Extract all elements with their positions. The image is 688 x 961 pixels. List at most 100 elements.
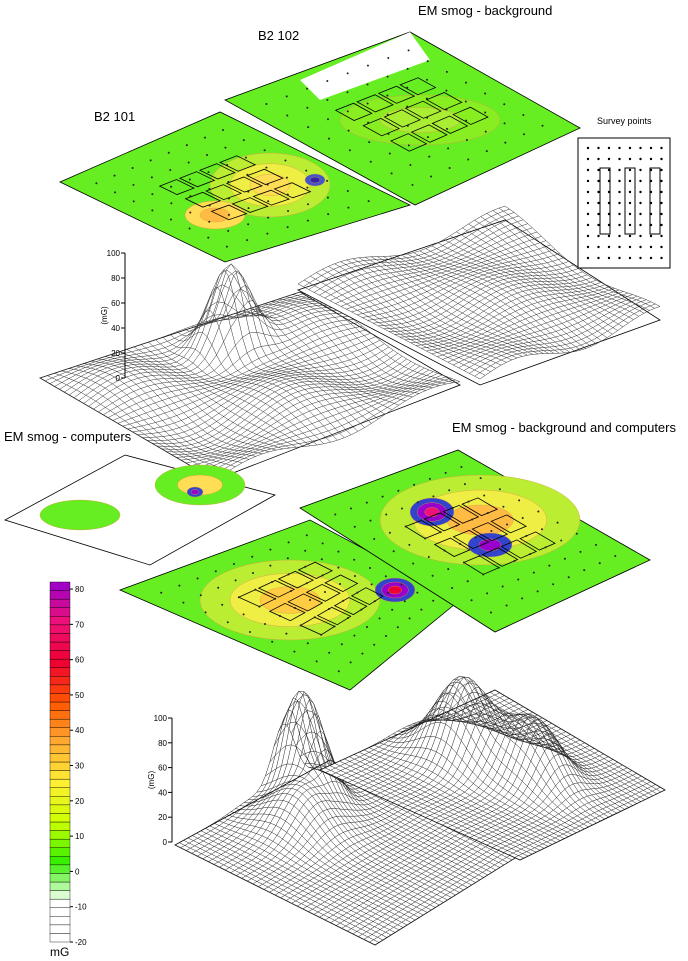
colorbar-band bbox=[49, 864, 71, 874]
survey-dot bbox=[522, 114, 525, 116]
mesh-line bbox=[205, 377, 452, 475]
survey-dot bbox=[614, 555, 617, 558]
survey-dot bbox=[509, 541, 512, 544]
survey-dot bbox=[397, 489, 400, 492]
equipment-outline bbox=[324, 574, 359, 592]
survey-dot bbox=[467, 500, 470, 503]
mesh-line bbox=[468, 223, 629, 324]
survey-dot bbox=[660, 245, 663, 249]
survey-dot bbox=[560, 539, 563, 542]
mesh-line bbox=[504, 205, 661, 307]
survey-dot bbox=[471, 518, 474, 521]
survey-dot bbox=[361, 652, 364, 655]
equipment-outline bbox=[431, 115, 469, 134]
survey-dot bbox=[586, 223, 590, 227]
survey-dot bbox=[258, 605, 261, 608]
survey-dot bbox=[224, 146, 227, 149]
contour-blob bbox=[424, 507, 440, 517]
survey-dot bbox=[583, 569, 586, 572]
survey-dot bbox=[407, 49, 410, 52]
survey-dot bbox=[470, 599, 473, 602]
survey-dot bbox=[227, 213, 230, 216]
survey-dot bbox=[628, 190, 632, 194]
survey-dot bbox=[522, 133, 525, 136]
mesh-line bbox=[214, 381, 461, 481]
survey-dot bbox=[328, 608, 330, 610]
survey-dot bbox=[366, 64, 369, 67]
survey-dot bbox=[353, 634, 356, 637]
survey-dot bbox=[586, 212, 590, 216]
mesh-line bbox=[358, 846, 505, 937]
survey-dot bbox=[485, 150, 488, 153]
equipment-outline bbox=[500, 539, 538, 559]
survey-dot bbox=[586, 234, 590, 238]
survey-dot bbox=[439, 531, 442, 534]
survey-dot bbox=[305, 169, 308, 172]
survey-dot bbox=[113, 174, 116, 177]
survey-dot bbox=[504, 141, 507, 144]
inset-desk bbox=[624, 167, 636, 235]
survey-dot bbox=[505, 604, 508, 607]
survey-dot bbox=[586, 201, 590, 205]
survey-dot bbox=[497, 566, 500, 569]
survey-dot bbox=[333, 625, 336, 628]
survey-dot bbox=[490, 530, 493, 532]
colorbar-band bbox=[49, 744, 71, 754]
mesh-line bbox=[410, 282, 601, 343]
survey-dot bbox=[388, 152, 391, 155]
survey-dot bbox=[536, 590, 539, 593]
z-tick-label: 80 bbox=[111, 274, 120, 283]
survey-dot bbox=[639, 168, 642, 172]
colorbar-tick-label: 10 bbox=[75, 832, 84, 841]
survey-dot bbox=[484, 130, 487, 133]
survey-dot bbox=[203, 136, 206, 139]
survey-dot bbox=[406, 105, 409, 108]
equipment-outline bbox=[273, 182, 312, 199]
mesh-line bbox=[453, 295, 638, 366]
colorbar-band bbox=[49, 616, 71, 626]
colorbar-band bbox=[49, 693, 71, 703]
survey-dot bbox=[385, 635, 387, 637]
survey-dot bbox=[595, 543, 598, 546]
equipment-outline bbox=[481, 547, 519, 567]
survey-dot bbox=[244, 156, 247, 159]
survey-dot bbox=[660, 223, 663, 227]
mesh-line bbox=[462, 227, 624, 328]
survey-dot bbox=[237, 596, 240, 599]
survey-dot bbox=[347, 617, 349, 619]
mesh-line bbox=[508, 784, 656, 856]
survey-dot bbox=[373, 537, 376, 540]
survey-dot bbox=[326, 118, 329, 121]
colorbar-band bbox=[49, 770, 71, 780]
survey-dot bbox=[247, 207, 250, 210]
survey-dot bbox=[354, 575, 356, 577]
colorbar-band bbox=[49, 838, 71, 848]
colorbar-band bbox=[49, 701, 71, 711]
survey-dot bbox=[199, 594, 202, 597]
colorbar-band bbox=[49, 650, 71, 660]
survey-dot bbox=[306, 203, 309, 206]
colorbar-band bbox=[49, 830, 71, 840]
survey-dot bbox=[443, 549, 446, 552]
equipment-outline bbox=[246, 168, 284, 185]
survey-dot bbox=[360, 608, 363, 611]
survey-dot bbox=[287, 573, 290, 576]
survey-dot bbox=[426, 78, 429, 81]
survey-dot bbox=[484, 111, 487, 114]
survey-dot bbox=[287, 541, 290, 544]
survey-dot bbox=[315, 660, 318, 663]
mesh-line bbox=[185, 371, 434, 464]
survey-dot bbox=[420, 519, 423, 522]
survey-dot bbox=[206, 154, 209, 157]
survey-dot bbox=[494, 548, 497, 551]
survey-dot bbox=[448, 489, 451, 492]
survey-dot bbox=[618, 190, 621, 194]
equipment-outline bbox=[205, 184, 243, 201]
survey-dot bbox=[649, 234, 653, 238]
colorbar-band bbox=[49, 667, 71, 677]
survey-dot bbox=[266, 183, 269, 186]
survey-dot bbox=[628, 179, 632, 183]
survey-dot bbox=[306, 219, 309, 222]
survey-dot bbox=[204, 611, 207, 614]
survey-dot bbox=[607, 245, 611, 249]
